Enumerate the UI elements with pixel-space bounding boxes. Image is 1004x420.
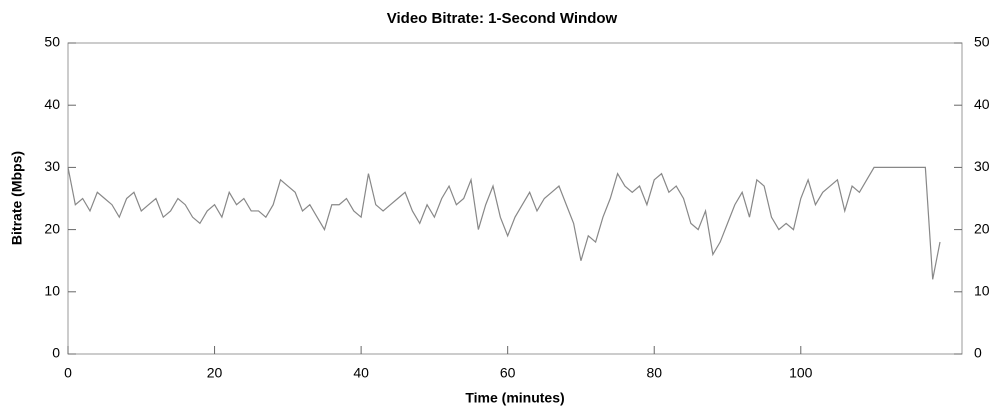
y-tick-label: 40 — [44, 96, 60, 112]
y2-tick-label: 20 — [974, 220, 990, 236]
y2-tick-label: 30 — [974, 158, 990, 174]
x-tick-label: 0 — [64, 365, 72, 381]
y-tick-label: 50 — [44, 34, 60, 50]
y-tick-label: 10 — [44, 283, 60, 299]
plot-frame — [67, 42, 963, 355]
x-tick-label: 100 — [789, 365, 813, 381]
y-axis-label: Bitrate (Mbps) — [9, 151, 25, 245]
chart-title: Video Bitrate: 1-Second Window — [387, 10, 618, 27]
data-line — [67, 166, 941, 280]
y-tick-label: 20 — [44, 220, 60, 236]
y2-tick-label: 0 — [974, 345, 982, 361]
x-tick-label: 20 — [207, 365, 223, 381]
y-tick-label: 30 — [44, 158, 60, 174]
x-tick-label: 40 — [353, 365, 369, 381]
y2-tick-label: 50 — [974, 34, 990, 50]
x-tick-label: 60 — [500, 365, 516, 381]
y-tick-label: 0 — [52, 345, 60, 361]
y2-tick-label: 40 — [974, 96, 990, 112]
y2-tick-label: 10 — [974, 283, 990, 299]
x-axis-label: Time (minutes) — [465, 390, 564, 406]
x-tick-label: 80 — [646, 365, 662, 381]
